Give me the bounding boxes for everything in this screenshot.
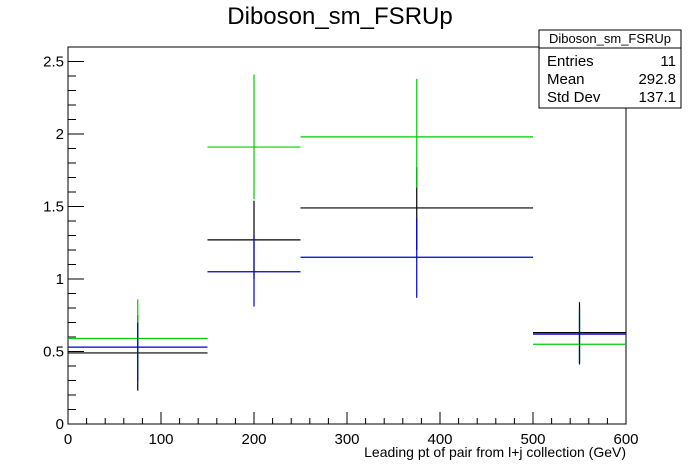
y-axis: 0 0.5 1 1.5 2 2.5 bbox=[43, 46, 84, 433]
x-tick-label: 200 bbox=[241, 431, 266, 448]
y-tick-label: 2 bbox=[56, 126, 64, 143]
data-series bbox=[68, 74, 626, 391]
x-axis-label: Leading pt of pair from l+j collection (… bbox=[364, 444, 626, 460]
stats-value: 292.8 bbox=[638, 71, 676, 88]
series-0 bbox=[68, 167, 626, 391]
stats-box-title: Diboson_sm_FSRUp bbox=[549, 31, 671, 46]
y-tick-label: 1.5 bbox=[43, 199, 64, 216]
stats-box-frame bbox=[538, 29, 682, 109]
x-tick-label: 300 bbox=[334, 431, 359, 448]
chart-title: Diboson_sm_FSRUp bbox=[227, 3, 452, 30]
x-tick-label: 100 bbox=[148, 431, 173, 448]
y-tick-label: 0.5 bbox=[43, 344, 64, 361]
stats-label: Entries bbox=[547, 53, 594, 70]
series-1 bbox=[68, 74, 626, 378]
stats-label: Std Dev bbox=[547, 89, 601, 106]
y-tick-label: 2.5 bbox=[43, 54, 64, 71]
stats-box: Diboson_sm_FSRUp Entries 11 Mean 292.8 Std D… bbox=[538, 29, 682, 109]
x-tick-label: 600 bbox=[613, 431, 638, 448]
series-2 bbox=[68, 218, 626, 381]
stats-value: 11 bbox=[660, 53, 676, 70]
y-tick-label: 0 bbox=[56, 416, 64, 433]
x-tick-label: 500 bbox=[520, 431, 545, 448]
stats-label: Mean bbox=[547, 71, 585, 88]
y-tick-label: 1 bbox=[56, 271, 64, 288]
x-tick-label: 0 bbox=[64, 431, 72, 448]
x-tick-label: 400 bbox=[427, 431, 452, 448]
stats-value: 137.1 bbox=[638, 89, 676, 106]
x-axis: 0 100 200 300 400 500 600 bbox=[64, 412, 639, 448]
